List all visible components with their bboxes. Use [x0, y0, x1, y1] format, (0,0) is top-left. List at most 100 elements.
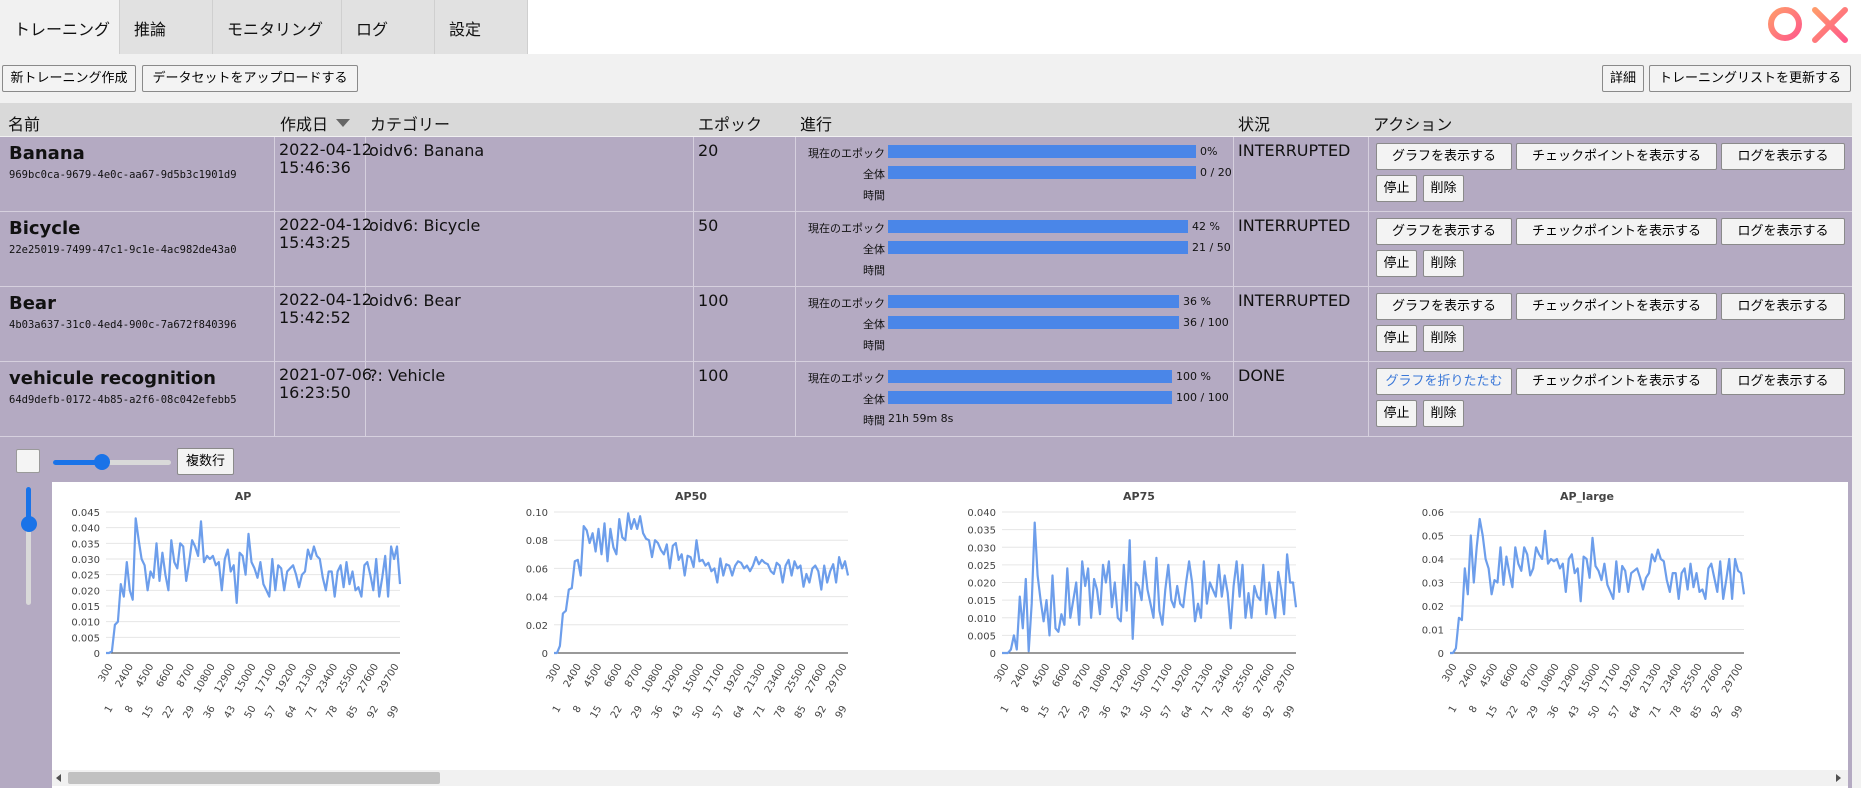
show-checkpoints-button[interactable]: チェックポイントを表示する — [1516, 143, 1717, 170]
x-tick-label-epoch: 22 — [609, 704, 625, 721]
new-training-button[interactable]: 新トレーニング作成 — [2, 65, 136, 92]
x-tick-label-epoch: 99 — [1282, 704, 1298, 721]
chart-width-slider[interactable] — [53, 460, 171, 465]
created-date: 2022-04-12 15:43:25 — [279, 216, 372, 252]
training-uuid: 4b03a637-31c0-4ed4-900c-7a672f840396 — [9, 319, 237, 331]
details-button[interactable]: 詳細 — [1602, 65, 1644, 92]
show-checkpoints-button[interactable]: チェックポイントを表示する — [1516, 218, 1717, 245]
show-logs-button[interactable]: ログを表示する — [1721, 293, 1845, 320]
series-line — [1450, 517, 1746, 655]
x-tick-label-epoch: 36 — [1546, 704, 1562, 721]
delete-button[interactable]: 削除 — [1423, 250, 1464, 277]
tab-training[interactable]: トレーニング — [0, 0, 120, 54]
y-tick-label: 0.010 — [967, 614, 996, 625]
training-name: Banana — [9, 143, 85, 164]
x-tick-label: 4500 — [1030, 662, 1052, 690]
x-tick-label-epoch: 92 — [1709, 704, 1725, 721]
chart-ap50: AP50 0 0.02 0.04 0.06 0.08 0.10 300240045006600… — [526, 490, 850, 721]
chart-height-slider[interactable] — [26, 487, 31, 605]
sort-desc-icon[interactable] — [336, 119, 351, 127]
total-progress-bar — [888, 241, 1188, 254]
show-checkpoints-button[interactable]: チェックポイントを表示する — [1516, 368, 1717, 395]
header-created[interactable]: 作成日 — [280, 111, 351, 135]
created-date-day: 2022-04-12 — [279, 140, 372, 159]
header-progress[interactable]: 進行 — [800, 115, 833, 134]
header-category[interactable]: カテゴリー — [370, 115, 451, 134]
created-date-time: 15:46:36 — [279, 158, 351, 177]
upload-dataset-button[interactable]: データセットをアップロードする — [142, 65, 358, 92]
x-tick-label-epoch: 43 — [670, 704, 686, 721]
x-tick-label-epoch: 64 — [1628, 704, 1644, 721]
total-progress-text: 21 / 50 — [1192, 241, 1231, 254]
table-row: Bear 4b03a637-31c0-4ed4-900c-7a672f84039… — [0, 287, 1852, 362]
delete-button[interactable]: 削除 — [1423, 400, 1464, 427]
stop-button[interactable]: 停止 — [1376, 175, 1417, 202]
stop-button[interactable]: 停止 — [1376, 325, 1417, 352]
x-tick-label-epoch: 29 — [1077, 704, 1093, 721]
y-tick-label: 0.08 — [526, 536, 548, 547]
ax-logo-icon — [1768, 7, 1848, 43]
header-actions: アクション — [1373, 115, 1453, 134]
progress-label-total: 全体 — [863, 318, 885, 331]
scroll-right-icon[interactable] — [1836, 774, 1841, 782]
x-tick-label-epoch: 78 — [1668, 704, 1684, 721]
x-tick-label: 6600 — [155, 662, 177, 690]
header-name[interactable]: 名前 — [8, 115, 41, 134]
x-tick-label-epoch: 85 — [345, 704, 361, 721]
created-date-day: 2022-04-12 — [279, 290, 372, 309]
table-row: vehicule recognition 64d9defb-0172-4b85-… — [0, 362, 1852, 437]
header-epoch[interactable]: エポック — [698, 115, 763, 134]
progress-label-current: 現在のエポック — [808, 222, 885, 235]
x-tick-label-epoch: 71 — [752, 704, 768, 721]
graph-button[interactable]: グラフを折りたたむ — [1376, 368, 1512, 395]
stop-button[interactable]: 停止 — [1376, 400, 1417, 427]
x-tick-label-epoch: 8 — [1019, 704, 1032, 715]
x-tick-label-epoch: 78 — [1220, 704, 1236, 721]
select-all-checkbox[interactable] — [16, 449, 40, 473]
x-tick-label-epoch: 50 — [1587, 704, 1603, 721]
progress-label-current: 現在のエポック — [808, 372, 885, 385]
graph-button[interactable]: グラフを表示する — [1376, 143, 1512, 170]
y-tick-label: 0.030 — [967, 543, 996, 554]
delete-button[interactable]: 削除 — [1423, 175, 1464, 202]
x-tick-label-epoch: 78 — [772, 704, 788, 721]
graph-button[interactable]: グラフを表示する — [1376, 218, 1512, 245]
category: oidv6: Bear — [369, 291, 461, 310]
y-tick-label: 0.06 — [1422, 508, 1444, 519]
show-logs-button[interactable]: ログを表示する — [1721, 368, 1845, 395]
show-logs-button[interactable]: ログを表示する — [1721, 143, 1845, 170]
tab-monitoring[interactable]: モニタリング — [213, 0, 342, 54]
header-status[interactable]: 状況 — [1238, 115, 1271, 134]
x-tick-label-epoch: 15 — [1037, 704, 1053, 721]
elapsed-time: 21h 59m 8s — [888, 412, 954, 425]
tab-logs[interactable]: ログ — [342, 0, 435, 54]
scrollbar-thumb[interactable] — [68, 772, 440, 784]
chart-height-slider-thumb[interactable] — [21, 516, 37, 532]
tab-inference[interactable]: 推論 — [120, 0, 213, 54]
current-epoch-progress-bar — [888, 370, 1172, 383]
current-epoch-progress-bar — [888, 145, 1196, 158]
category: oidv6: Banana — [369, 141, 485, 160]
tab-settings[interactable]: 設定 — [435, 0, 528, 54]
show-logs-button[interactable]: ログを表示する — [1721, 218, 1845, 245]
y-tick-label: 0 — [542, 649, 548, 660]
x-tick-label: 4500 — [582, 662, 604, 690]
stop-button[interactable]: 停止 — [1376, 250, 1417, 277]
scroll-left-icon[interactable] — [56, 774, 61, 782]
y-tick-label: 0.005 — [71, 633, 100, 644]
refresh-training-list-button[interactable]: トレーニングリストを更新する — [1649, 65, 1851, 92]
x-tick-label-epoch: 57 — [1607, 704, 1623, 721]
chart-title: AP — [235, 490, 252, 503]
category: ?: Vehicle — [369, 366, 446, 385]
multi-row-button[interactable]: 複数行 — [177, 448, 234, 475]
horizontal-scrollbar[interactable] — [52, 770, 1848, 786]
training-uuid: 22e25019-7499-47c1-9c1e-4ac982de43a0 — [9, 244, 237, 256]
chart-width-slider-thumb[interactable] — [94, 454, 110, 470]
chart-ap-large: AP_large 0 0.01 0.02 0.03 0.04 0.05 0.06 3002400… — [1422, 490, 1746, 721]
delete-button[interactable]: 削除 — [1423, 325, 1464, 352]
category: oidv6: Bicycle — [369, 216, 481, 235]
x-tick-label-epoch: 57 — [263, 704, 279, 721]
show-checkpoints-button[interactable]: チェックポイントを表示する — [1516, 293, 1717, 320]
x-tick-label: 300 — [545, 662, 564, 684]
graph-button[interactable]: グラフを表示する — [1376, 293, 1512, 320]
